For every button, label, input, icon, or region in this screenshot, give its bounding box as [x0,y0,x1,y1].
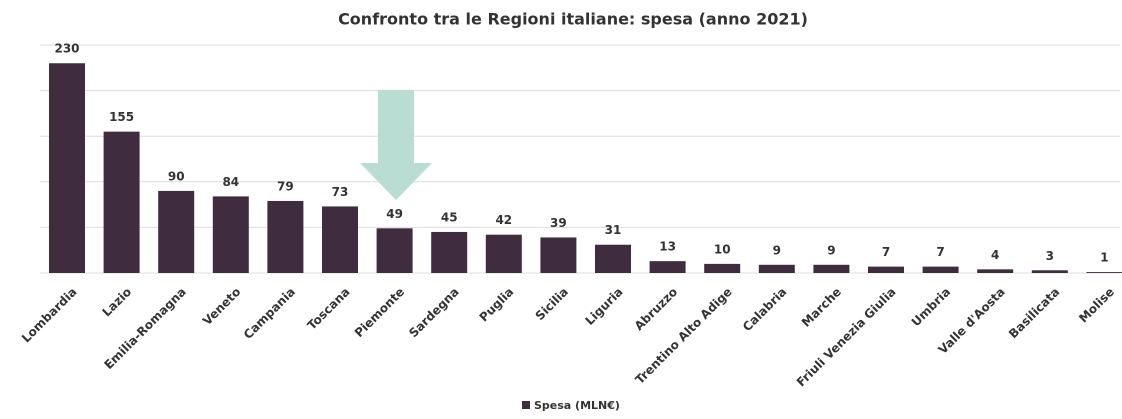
x-tick-label: Abruzzo [632,285,680,333]
bar [267,200,304,273]
data-label: 1 [1100,251,1108,265]
chart-title: Confronto tra le Regioni italiane: spesa… [338,10,808,29]
x-tick-label: Calabria [740,285,789,334]
data-label: 42 [495,213,512,227]
data-label: 3 [1046,249,1054,263]
legend-swatch [522,401,530,409]
x-tick-label: Sicilia [533,285,571,323]
bar [977,269,1014,273]
legend-label: Spesa (MLN€) [534,399,620,412]
data-label: 7 [936,245,944,259]
bar [649,261,686,273]
arrow [360,90,432,200]
bar [212,196,249,273]
bar [1031,270,1068,273]
data-label: 155 [109,110,134,124]
bar [758,264,795,273]
data-label: 49 [386,207,403,221]
x-tick-label: Toscana [305,285,353,333]
bar [595,244,631,273]
x-tick-label: Marche [799,285,844,330]
data-label: 10 [714,242,731,256]
data-label: 79 [277,179,294,193]
bar [813,264,850,273]
data-label: 9 [773,243,781,257]
bar [540,237,577,273]
data-label: 45 [441,210,458,224]
bar [49,63,85,273]
x-tick-label: Basilicata [1006,285,1062,341]
data-label: 230 [54,42,79,56]
bar [704,263,741,273]
data-label: 13 [659,240,676,254]
data-label: 31 [605,223,622,237]
data-label: 4 [991,248,999,262]
x-tick-label: Molise [1076,285,1117,326]
x-tick-label: Piemonte [352,285,407,340]
bar [158,190,195,273]
data-label: 90 [168,169,185,183]
bar [1086,272,1122,273]
x-tick-label: Lombardia [19,285,80,346]
bar [322,206,358,273]
bar [922,266,959,273]
bar [431,231,468,273]
x-tick-label: Liguria [582,285,625,328]
bar [485,234,522,273]
bar [868,266,904,273]
x-tick-label: Veneto [200,285,243,328]
x-tick-label: Puglia [477,285,517,325]
bar [376,228,413,273]
x-tick-label: Sardegna [406,285,462,341]
x-tick-label: Lazio [99,285,134,320]
x-tick-label: Friuli Venezia Giulia [794,285,899,390]
x-tick-label: Campania [241,285,298,342]
data-label: 73 [332,185,349,199]
data-label: 9 [827,243,835,257]
data-label: 7 [882,245,890,259]
data-label: 39 [550,216,567,230]
data-label: 84 [222,175,239,189]
x-tick-label: Trentino Alto Adige [633,285,735,387]
bar [103,131,140,273]
x-tick-label: Umbria [909,285,954,330]
